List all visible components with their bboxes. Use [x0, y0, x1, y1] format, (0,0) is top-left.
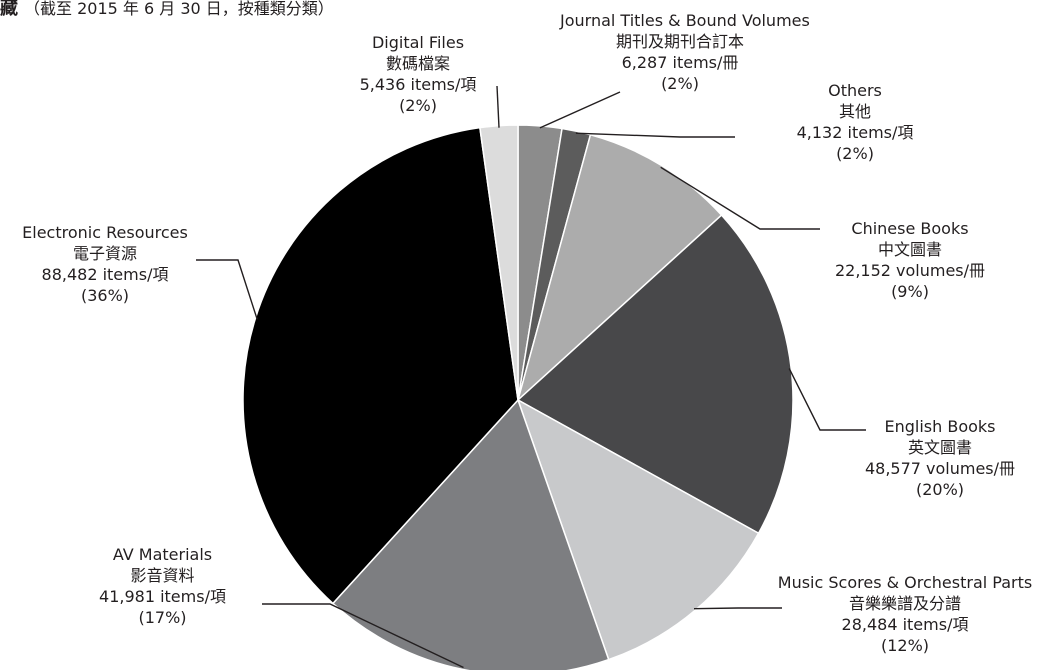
slice-label-pct: (12%)	[880, 636, 930, 655]
leader-line	[262, 603, 464, 669]
label-chinese-books: Chinese Books 中文圖書 22,152 volumes/冊 (9%)	[815, 218, 1005, 302]
label-english-books: English Books 英文圖書 48,577 volumes/冊 (20%…	[855, 416, 1025, 500]
slice-label-zh: 數碼檔案	[385, 54, 450, 73]
slice-label-en: Others	[828, 81, 882, 100]
leader-line	[788, 368, 866, 431]
slice-label-zh: 英文圖書	[907, 438, 972, 457]
slice-av-materials	[331, 398, 610, 670]
leader-line	[660, 166, 820, 230]
slice-label-zh: 電子資源	[72, 244, 137, 263]
slice-label-count: 41,981 items/項	[99, 587, 226, 606]
leader-line	[496, 85, 500, 128]
slice-label-pct: (2%)	[661, 74, 699, 93]
slice-label-count: 88,482 items/項	[41, 265, 169, 284]
slice-label-pct: (36%)	[80, 286, 130, 305]
label-av-materials: AV Materials 影音資料 41,981 items/項 (17%)	[75, 544, 250, 628]
slice-electronic-resources	[242, 126, 519, 605]
slice-music-scores	[516, 398, 760, 661]
slice-label-en: Electronic Resources	[22, 223, 188, 242]
label-others: Others 其他 4,132 items/項 (2%)	[785, 80, 925, 164]
slice-label-en: Digital Files	[371, 33, 465, 52]
chart-heading: 藏 （截至 2015 年 6 月 30 日，按種類分類）	[0, 0, 334, 20]
slice-label-pct: (2%)	[836, 144, 874, 163]
slice-label-count: 4,132 items/項	[796, 123, 914, 142]
slice-label-zh: 期刊及期刊合訂本	[615, 32, 744, 51]
slice-label-count: 22,152 volumes/冊	[834, 261, 986, 280]
label-journal-titles: Journal Titles & Bound Volumes 期刊及期刊合訂本 …	[560, 10, 810, 94]
slice-label-pct: (17%)	[138, 608, 187, 627]
slice-label-zh: 影音資料	[130, 566, 195, 585]
slice-label-pct: (2%)	[399, 96, 437, 115]
slice-label-zh: 中文圖書	[877, 240, 942, 259]
label-electronic-resources: Electronic Resources 電子資源 88,482 items/項…	[5, 222, 205, 306]
leader-line	[575, 132, 735, 138]
label-digital-files: Digital Files 數碼檔案 5,436 items/項 (2%)	[343, 32, 493, 116]
label-music-scores: Music Scores & Orchestral Parts 音樂樂譜及分譜 …	[760, 572, 1045, 656]
slice-label-count: 6,287 items/冊	[621, 53, 739, 72]
slice-label-en: Chinese Books	[851, 219, 969, 238]
slice-label-en: Journal Titles & Bound Volumes	[560, 11, 810, 30]
slice-label-count: 5,436 items/項	[359, 75, 477, 94]
slice-chinese-books	[516, 133, 723, 403]
slice-label-count: 48,577 volumes/冊	[864, 459, 1016, 478]
slice-label-zh: 音樂樂譜及分譜	[848, 594, 961, 613]
leader-line	[693, 607, 782, 610]
heading-prefix: 藏	[0, 0, 18, 19]
slice-label-pct: (9%)	[891, 282, 929, 301]
slice-label-en: AV Materials	[112, 545, 213, 564]
leader-line	[196, 259, 258, 320]
heading-note: （截至 2015 年 6 月 30 日，按種類分類）	[24, 0, 334, 18]
slice-label-pct: (20%)	[915, 480, 965, 499]
slice-english-books	[516, 214, 794, 535]
slice-label-count: 28,484 items/項	[841, 615, 969, 634]
slice-label-zh: 其他	[838, 102, 871, 121]
slice-label-en: English Books	[884, 417, 996, 436]
leader-line	[539, 91, 621, 129]
slice-label-en: Music Scores & Orchestral Parts	[777, 573, 1033, 592]
